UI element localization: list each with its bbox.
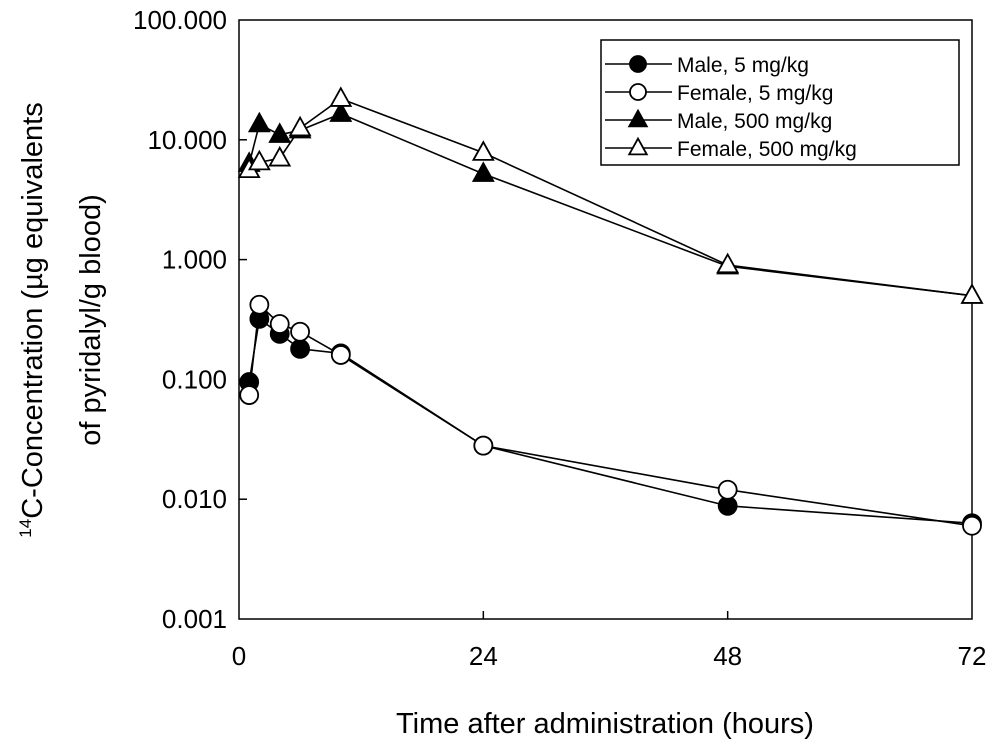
- data-point-triangle: [288, 115, 312, 137]
- data-point-triangle: [471, 161, 495, 182]
- y-axis-title-superscript: 14: [16, 519, 35, 538]
- y-tick-label: 10.000: [147, 125, 227, 155]
- data-point-circle: [290, 338, 310, 359]
- legend-item: Male, 5 mg/kg: [605, 54, 809, 77]
- series-layer: [237, 86, 984, 536]
- data-point-circle: [717, 479, 738, 500]
- data-point-triangle: [247, 149, 271, 171]
- y-tick-label: 0.100: [162, 364, 227, 394]
- svg-text:14C-Concentration (µg equivale: 14C-Concentration (µg equivalents: [16, 102, 49, 537]
- data-point-circle: [249, 294, 270, 315]
- x-axis-title: Time after administration (hours): [396, 708, 814, 740]
- x-tick-label: 48: [713, 641, 742, 671]
- y-axis-title-second-line: of pyridalyl/g blood): [75, 194, 107, 445]
- legend-item: Female, 5 mg/kg: [605, 82, 833, 105]
- data-point-circle: [473, 435, 494, 456]
- series-1: [239, 308, 982, 534]
- y-axis-title: 14C-Concentration (µg equivalents: [16, 102, 49, 537]
- legend-box: [600, 39, 960, 166]
- data-point-circle: [290, 321, 310, 342]
- legend-item: Female, 500 mg/kg: [605, 136, 857, 161]
- data-point-triangle: [471, 140, 495, 161]
- y-axis-title-line1: C-Concentration (µg equivalents: [17, 102, 49, 518]
- data-point-circle: [962, 515, 982, 536]
- data-point-circle: [330, 345, 351, 365]
- data-point-triangle: [329, 86, 353, 107]
- data-point-triangle: [268, 122, 292, 143]
- y-tick-label: 0.001: [162, 604, 227, 634]
- legend-label: Female, 500 mg/kg: [677, 138, 857, 161]
- legend-label: Male, 500 mg/kg: [677, 110, 832, 133]
- series-4: [237, 86, 984, 304]
- data-point-triangle: [960, 283, 984, 304]
- legend-label: Female, 5 mg/kg: [677, 82, 833, 105]
- legend-swatch-marker: [627, 108, 649, 128]
- y-axis: 0.001 0.010 0.100 1.000 10.000 100.000: [133, 5, 247, 634]
- legend: Male, 5 mg/kg Female, 5 mg/kg Male, 500 mg…: [600, 39, 960, 166]
- data-point-triangle: [247, 111, 271, 133]
- y-tick-label: 1.000: [162, 245, 227, 275]
- data-point-circle: [269, 314, 290, 334]
- series-2: [239, 294, 982, 536]
- y-axis-title-line2: of pyridalyl/g blood): [75, 194, 107, 445]
- data-point-triangle: [329, 101, 353, 122]
- plot-area-frame: [238, 19, 973, 620]
- y-tick-label: 100.000: [133, 5, 227, 35]
- legend-swatch-marker: [629, 55, 647, 73]
- data-point-triangle: [268, 145, 292, 167]
- series-line: [248, 317, 973, 525]
- x-tick-label: 0: [232, 641, 246, 671]
- x-tick-label: 72: [958, 641, 987, 671]
- x-tick-label: 24: [469, 641, 498, 671]
- legend-label: Male, 5 mg/kg: [677, 54, 809, 77]
- y-tick-label: 0.010: [162, 484, 227, 514]
- legend-item: Male, 500 mg/kg: [605, 108, 832, 133]
- legend-swatch-marker: [629, 83, 647, 101]
- data-point-circle: [239, 385, 260, 405]
- x-axis: 0 24 48 72: [232, 611, 987, 671]
- legend-swatch-marker: [627, 136, 649, 156]
- data-point-triangle: [716, 252, 740, 274]
- series-line: [248, 303, 973, 527]
